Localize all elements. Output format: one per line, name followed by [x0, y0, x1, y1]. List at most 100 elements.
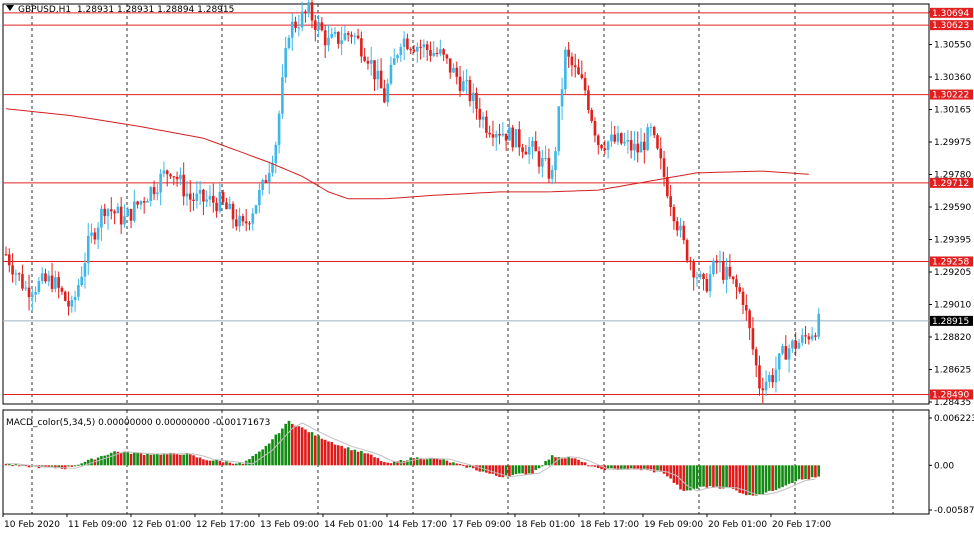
macd-bar — [728, 465, 732, 488]
macd-bar — [21, 464, 24, 466]
candle-body — [399, 46, 403, 56]
macd-bar — [294, 425, 297, 466]
candle-body — [152, 187, 156, 195]
macd-bar — [360, 450, 363, 466]
macd-bar — [392, 461, 396, 466]
time-label: 12 Feb 17:00 — [196, 520, 255, 530]
candle-body — [715, 260, 719, 263]
macd-panel-frame — [2, 409, 930, 515]
macd-bar — [366, 453, 370, 466]
ohlc-values: 1.28931 1.28931 1.28894 1.28915 — [76, 5, 235, 15]
candle-body — [541, 157, 544, 167]
candle-body — [294, 21, 297, 28]
candle-body — [136, 201, 139, 205]
macd-bar — [248, 459, 251, 466]
macd-bar — [800, 465, 804, 480]
macd-bar — [406, 460, 409, 466]
candle-body — [415, 46, 419, 52]
macd-bar — [458, 463, 462, 466]
candle-body — [37, 280, 41, 293]
macd-bar — [14, 463, 18, 466]
macd-bar — [142, 454, 146, 466]
macd-bar — [593, 465, 597, 467]
price-panel-frame — [2, 3, 930, 405]
candle-body — [7, 254, 11, 266]
macd-bar — [412, 458, 416, 466]
candle-body — [300, 11, 304, 28]
macd-bar — [363, 453, 366, 466]
candle-body — [721, 261, 725, 280]
candle-body — [363, 56, 366, 61]
macd-bar — [649, 465, 653, 471]
macd-bar — [251, 455, 255, 466]
candle-body — [488, 132, 491, 135]
candle-body — [307, 2, 311, 13]
macd-bar — [313, 435, 317, 466]
candle-body — [392, 58, 396, 65]
candle-body — [774, 369, 778, 383]
macd-bar — [754, 465, 758, 496]
macd-bar — [745, 465, 748, 496]
macd-bar — [557, 457, 561, 466]
macd-bar — [264, 445, 268, 466]
candle-body — [215, 202, 218, 212]
macd-bar — [768, 465, 771, 491]
candle-body — [692, 262, 695, 278]
candle-body — [86, 235, 90, 264]
candle-body — [537, 151, 541, 167]
macd-bar — [807, 465, 811, 480]
candle-body — [695, 277, 699, 279]
macd-bar — [287, 420, 291, 466]
candle-body — [587, 90, 590, 111]
candle-body — [129, 208, 133, 221]
macd-bar — [221, 462, 225, 466]
macd-bar — [350, 450, 353, 466]
macd-bar — [619, 465, 623, 470]
macd-bar — [139, 453, 143, 466]
macd-bar — [383, 461, 386, 466]
macd-bar — [455, 463, 459, 466]
macd-bar — [129, 453, 133, 466]
candle-body — [369, 60, 373, 64]
macd-bar — [86, 459, 90, 466]
macd-bar — [758, 465, 761, 495]
macd-bar — [419, 458, 422, 466]
candle-body — [287, 37, 291, 48]
candle-body — [745, 304, 748, 311]
candle-body — [669, 196, 672, 207]
candle-body — [27, 287, 31, 298]
macd-bar — [439, 459, 442, 466]
macd-bar — [277, 433, 281, 466]
candle-body — [800, 335, 804, 343]
candle-body — [481, 116, 485, 120]
macd-bar — [83, 461, 87, 466]
macd-bar — [596, 465, 600, 469]
macd-bar — [448, 462, 452, 466]
macd-bar — [735, 465, 738, 491]
candle-body — [606, 141, 610, 151]
candle-body — [432, 53, 436, 56]
macd-bar — [452, 462, 455, 466]
candle-body — [646, 127, 649, 151]
macd-bar — [4, 463, 8, 466]
candle-body — [758, 365, 761, 389]
candle-body — [221, 192, 225, 203]
macd-bar — [343, 448, 347, 466]
macd-bar — [109, 452, 113, 466]
macd-bar — [564, 458, 567, 466]
macd-bar — [527, 465, 531, 474]
candle-body — [550, 170, 554, 179]
macd-bar — [465, 465, 468, 468]
macd-bar — [47, 465, 51, 468]
collapse-triangle-icon[interactable] — [6, 5, 14, 11]
candle-body — [741, 291, 745, 305]
candle-body — [96, 227, 100, 240]
macd-bar — [317, 435, 320, 466]
candle-body — [179, 174, 182, 180]
candle-body — [14, 273, 18, 275]
macd-bar — [741, 465, 745, 494]
candle-body — [728, 266, 732, 277]
candle-body — [340, 40, 343, 44]
candle-body — [185, 193, 189, 197]
